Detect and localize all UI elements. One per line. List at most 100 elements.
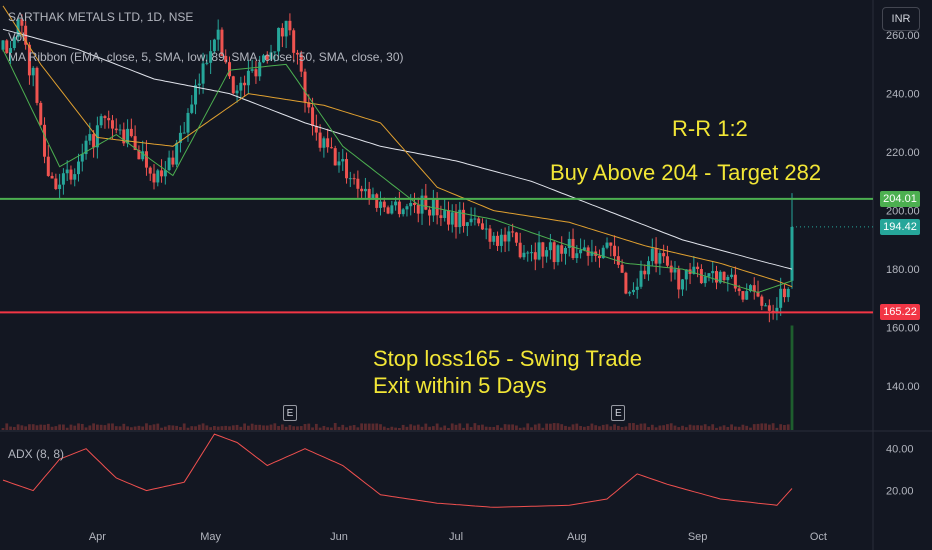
volume-bar [733, 426, 737, 430]
candle-body [722, 271, 726, 281]
volume-bar [783, 424, 786, 430]
candle-body [43, 124, 47, 157]
adx-line [2, 433, 793, 508]
candle-body [352, 178, 356, 180]
volume-bar [175, 425, 179, 430]
candle-body [295, 52, 299, 55]
volume-bar [567, 426, 571, 430]
volume-bar [239, 426, 243, 430]
candle-body [375, 194, 379, 208]
risk-reward-annotation: R-R 1:2 [672, 116, 748, 141]
currency-button[interactable]: INR [882, 7, 920, 31]
volume-bar [397, 427, 401, 430]
candle-body [563, 248, 567, 254]
candle-body [194, 85, 198, 105]
volume-bar [280, 424, 284, 430]
volume-bar [632, 423, 635, 430]
volume-bar [688, 424, 692, 430]
candle-body [635, 286, 639, 290]
candle-body [458, 209, 462, 228]
volume-bar [677, 427, 681, 430]
price-tick-label: 220.00 [886, 147, 920, 159]
volume-bar [790, 325, 794, 430]
candle-body [382, 201, 386, 208]
symbol-title[interactable]: SARTHAK METALS LTD, 1D, NSE [8, 10, 194, 24]
candle-body [50, 175, 54, 179]
candle-body [560, 245, 564, 254]
candle-body [401, 209, 405, 215]
volume-bar [330, 427, 333, 430]
candle-body [333, 148, 337, 166]
volume-bar [307, 423, 311, 430]
candle-body [597, 255, 601, 259]
candle-body [764, 305, 768, 307]
candle-body [137, 150, 141, 160]
candle-body [390, 205, 394, 214]
volume-bar [31, 424, 35, 430]
volume-bar [579, 426, 582, 430]
candle-body [61, 173, 65, 185]
candle-body [288, 20, 292, 31]
volume-bar [564, 425, 567, 430]
candle-body [450, 212, 454, 225]
candle-body [726, 276, 730, 281]
candle-body [88, 134, 92, 141]
volume-bar [771, 423, 775, 430]
candle-body [428, 209, 432, 216]
candle-body [129, 128, 133, 137]
support-price-tag: 165.22 [880, 304, 920, 321]
volume-bar [341, 424, 345, 430]
volume-bar [197, 424, 201, 430]
volume-bar [499, 427, 503, 430]
candle-body [95, 125, 99, 148]
volume-bar [454, 424, 458, 430]
resistance-price-tag: 204.01 [880, 190, 920, 207]
candle-body [409, 202, 413, 207]
volume-bar [371, 423, 375, 430]
volume-bar [405, 426, 409, 430]
candle-body [480, 223, 484, 230]
volume-bar [635, 424, 639, 430]
candle-body [58, 184, 62, 190]
volume-bar [511, 424, 515, 430]
candle-body [326, 138, 330, 148]
candle-body [133, 136, 137, 151]
candle-body [420, 195, 424, 214]
earnings-event-badge[interactable]: E [611, 405, 626, 421]
volume-bar [620, 427, 624, 430]
volume-bar [488, 426, 492, 430]
candle-body [397, 201, 401, 215]
candle-body [35, 67, 39, 103]
ma-ribbon-label[interactable]: MA Ribbon (EMA, close, 5, SMA, low, 89, … [8, 50, 404, 64]
candle-body [126, 128, 130, 144]
candle-body [224, 55, 228, 63]
volume-indicator-label[interactable]: Vol [8, 30, 25, 44]
volume-bar [167, 425, 171, 430]
time-axis-label: May [200, 531, 221, 543]
candle-body [511, 231, 515, 233]
candle-body [265, 55, 269, 60]
volume-bar [303, 424, 307, 430]
candle-body [477, 218, 481, 224]
candle-body [639, 270, 643, 287]
volume-bar [364, 423, 367, 430]
candle-body [356, 178, 360, 189]
volume-bar [556, 423, 560, 430]
volume-bar [533, 424, 537, 430]
volume-bar [133, 426, 137, 430]
volume-bar [749, 427, 752, 430]
volume-bar [322, 425, 326, 430]
adx-label[interactable]: ADX (8, 8) [8, 447, 65, 461]
earnings-event-badge[interactable]: E [282, 405, 297, 421]
volume-bar [69, 424, 73, 430]
volume-bar [469, 427, 473, 430]
volume-bar [95, 424, 99, 430]
volume-bar [62, 424, 65, 430]
candle-body [345, 159, 349, 179]
candle-body [314, 125, 318, 133]
volume-bar [666, 424, 669, 430]
candle-body [552, 242, 556, 263]
candle-body [171, 157, 175, 165]
volume-bar [65, 427, 69, 430]
